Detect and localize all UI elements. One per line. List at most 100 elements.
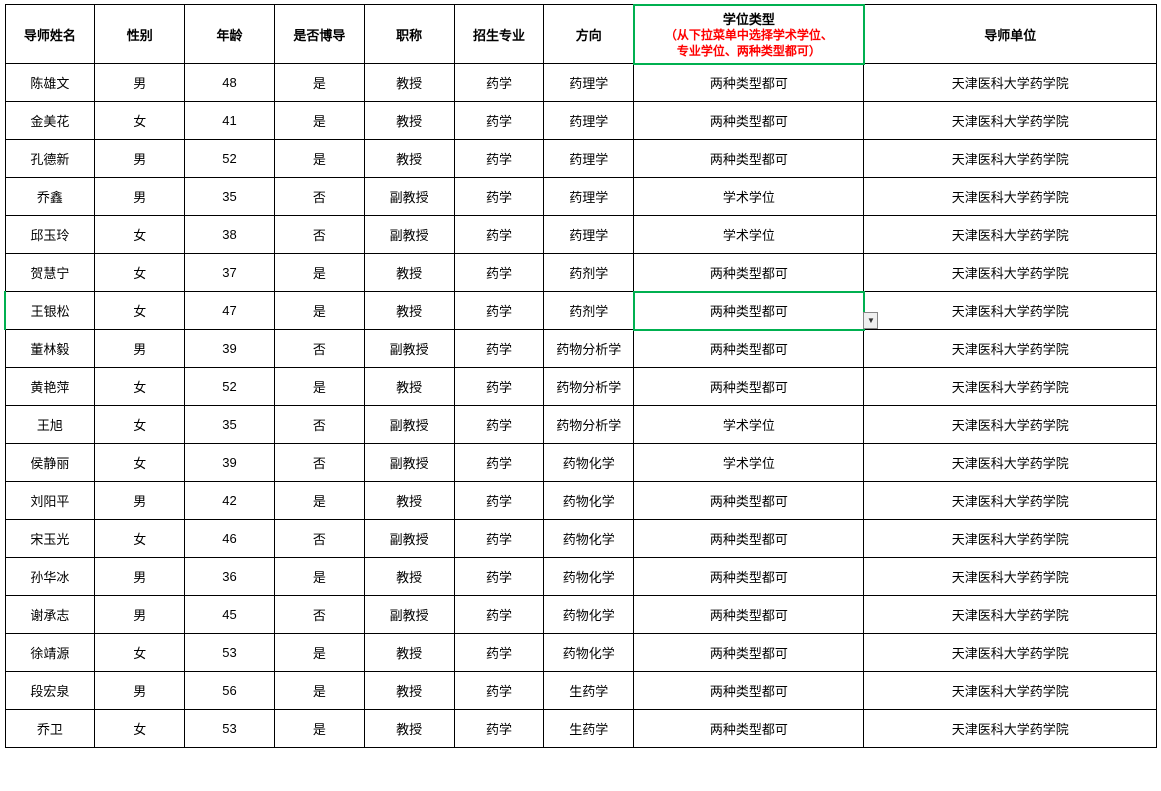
cell-gender[interactable]: 女 [95, 406, 185, 444]
cell-phd[interactable]: 是 [274, 672, 364, 710]
table-row[interactable]: 刘阳平男42是教授药学药物化学两种类型都可天津医科大学药学院 [5, 482, 1157, 520]
cell-title[interactable]: 教授 [364, 634, 454, 672]
header-unit[interactable]: 导师单位 [864, 5, 1157, 64]
cell-age[interactable]: 45 [185, 596, 275, 634]
cell-age[interactable]: 37 [185, 254, 275, 292]
cell-name[interactable]: 董林毅 [5, 330, 95, 368]
cell-major[interactable]: 药学 [454, 216, 544, 254]
cell-title[interactable]: 教授 [364, 482, 454, 520]
cell-age[interactable]: 35 [185, 406, 275, 444]
cell-title[interactable]: 副教授 [364, 596, 454, 634]
cell-name[interactable]: 宋玉光 [5, 520, 95, 558]
cell-major[interactable]: 药学 [454, 406, 544, 444]
cell-unit[interactable]: 天津医科大学药学院 [864, 140, 1157, 178]
cell-gender[interactable]: 女 [95, 102, 185, 140]
cell-phd[interactable]: 否 [274, 596, 364, 634]
cell-gender[interactable]: 男 [95, 64, 185, 102]
cell-gender[interactable]: 男 [95, 330, 185, 368]
cell-name[interactable]: 王旭 [5, 406, 95, 444]
cell-direction[interactable]: 药物分析学 [544, 368, 634, 406]
cell-major[interactable]: 药学 [454, 596, 544, 634]
header-age[interactable]: 年龄 [185, 5, 275, 64]
cell-age[interactable]: 48 [185, 64, 275, 102]
cell-gender[interactable]: 男 [95, 482, 185, 520]
dropdown-arrow-icon[interactable]: ▼ [863, 312, 878, 329]
cell-gender[interactable]: 男 [95, 178, 185, 216]
cell-unit[interactable]: 天津医科大学药学院 [864, 444, 1157, 482]
cell-gender[interactable]: 女 [95, 444, 185, 482]
cell-name[interactable]: 刘阳平 [5, 482, 95, 520]
cell-phd[interactable]: 是 [274, 254, 364, 292]
cell-unit[interactable]: 天津医科大学药学院 [864, 596, 1157, 634]
cell-direction[interactable]: 药物化学 [544, 634, 634, 672]
cell-unit[interactable]: 天津医科大学药学院 [864, 634, 1157, 672]
header-phd[interactable]: 是否博导 [274, 5, 364, 64]
table-row[interactable]: 宋玉光女46否副教授药学药物化学两种类型都可天津医科大学药学院 [5, 520, 1157, 558]
cell-phd[interactable]: 否 [274, 406, 364, 444]
cell-phd[interactable]: 是 [274, 292, 364, 330]
cell-phd[interactable]: 是 [274, 368, 364, 406]
cell-degree[interactable]: 学术学位 [634, 444, 864, 482]
cell-degree[interactable]: 两种类型都可 [634, 634, 864, 672]
cell-gender[interactable]: 女 [95, 216, 185, 254]
table-row[interactable]: 侯静丽女39否副教授药学药物化学学术学位天津医科大学药学院 [5, 444, 1157, 482]
cell-degree[interactable]: 两种类型都可 [634, 140, 864, 178]
cell-unit[interactable]: 天津医科大学药学院 [864, 368, 1157, 406]
cell-degree[interactable]: 两种类型都可 [634, 482, 864, 520]
cell-direction[interactable]: 生药学 [544, 672, 634, 710]
cell-major[interactable]: 药学 [454, 634, 544, 672]
cell-title[interactable]: 副教授 [364, 406, 454, 444]
cell-phd[interactable]: 是 [274, 64, 364, 102]
cell-name[interactable]: 段宏泉 [5, 672, 95, 710]
cell-unit[interactable]: 天津医科大学药学院 [864, 102, 1157, 140]
cell-direction[interactable]: 药理学 [544, 140, 634, 178]
cell-title[interactable]: 教授 [364, 368, 454, 406]
header-name[interactable]: 导师姓名 [5, 5, 95, 64]
cell-unit[interactable]: 天津医科大学药学院 [864, 672, 1157, 710]
table-row[interactable]: 王银松女47是教授药学药剂学两种类型都可▼天津医科大学药学院 [5, 292, 1157, 330]
table-row[interactable]: 董林毅男39否副教授药学药物分析学两种类型都可天津医科大学药学院 [5, 330, 1157, 368]
cell-unit[interactable]: 天津医科大学药学院 [864, 710, 1157, 748]
cell-degree[interactable]: 两种类型都可▼ [634, 292, 864, 330]
header-direction[interactable]: 方向 [544, 5, 634, 64]
cell-name[interactable]: 陈雄文 [5, 64, 95, 102]
table-row[interactable]: 黄艳萍女52是教授药学药物分析学两种类型都可天津医科大学药学院 [5, 368, 1157, 406]
cell-age[interactable]: 52 [185, 140, 275, 178]
cell-title[interactable]: 副教授 [364, 330, 454, 368]
cell-title[interactable]: 教授 [364, 672, 454, 710]
cell-title[interactable]: 教授 [364, 102, 454, 140]
cell-major[interactable]: 药学 [454, 520, 544, 558]
cell-phd[interactable]: 否 [274, 178, 364, 216]
cell-title[interactable]: 教授 [364, 140, 454, 178]
table-row[interactable]: 段宏泉男56是教授药学生药学两种类型都可天津医科大学药学院 [5, 672, 1157, 710]
table-row[interactable]: 徐靖源女53是教授药学药物化学两种类型都可天津医科大学药学院 [5, 634, 1157, 672]
cell-direction[interactable]: 药物化学 [544, 482, 634, 520]
cell-phd[interactable]: 是 [274, 102, 364, 140]
cell-unit[interactable]: 天津医科大学药学院 [864, 292, 1157, 330]
cell-unit[interactable]: 天津医科大学药学院 [864, 64, 1157, 102]
cell-degree[interactable]: 两种类型都可 [634, 558, 864, 596]
cell-degree[interactable]: 两种类型都可 [634, 520, 864, 558]
cell-name[interactable]: 侯静丽 [5, 444, 95, 482]
cell-title[interactable]: 副教授 [364, 444, 454, 482]
cell-major[interactable]: 药学 [454, 482, 544, 520]
cell-age[interactable]: 39 [185, 444, 275, 482]
cell-degree[interactable]: 两种类型都可 [634, 672, 864, 710]
cell-age[interactable]: 47 [185, 292, 275, 330]
cell-gender[interactable]: 女 [95, 634, 185, 672]
cell-name[interactable]: 乔卫 [5, 710, 95, 748]
cell-phd[interactable]: 是 [274, 558, 364, 596]
cell-unit[interactable]: 天津医科大学药学院 [864, 178, 1157, 216]
table-row[interactable]: 孙华冰男36是教授药学药物化学两种类型都可天津医科大学药学院 [5, 558, 1157, 596]
cell-major[interactable]: 药学 [454, 102, 544, 140]
header-title[interactable]: 职称 [364, 5, 454, 64]
cell-degree[interactable]: 两种类型都可 [634, 596, 864, 634]
cell-degree[interactable]: 学术学位 [634, 178, 864, 216]
cell-direction[interactable]: 药理学 [544, 64, 634, 102]
cell-age[interactable]: 53 [185, 634, 275, 672]
cell-major[interactable]: 药学 [454, 368, 544, 406]
cell-major[interactable]: 药学 [454, 444, 544, 482]
cell-unit[interactable]: 天津医科大学药学院 [864, 482, 1157, 520]
cell-age[interactable]: 42 [185, 482, 275, 520]
cell-major[interactable]: 药学 [454, 178, 544, 216]
